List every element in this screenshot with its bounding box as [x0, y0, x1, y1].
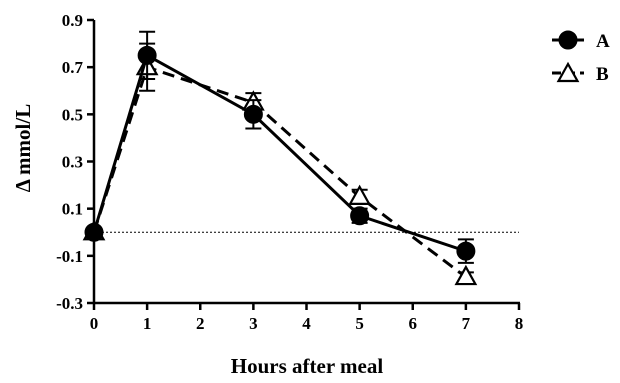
series-A: [84, 30, 476, 264]
x-ticks: 0 1 2 3 4 5 6 7 8: [90, 303, 524, 333]
legend-label: B: [596, 64, 609, 85]
point-marker-circle: [137, 45, 157, 65]
legend-item-B: B: [552, 61, 609, 85]
series-line: [92, 65, 467, 279]
point-marker-circle: [350, 206, 370, 226]
x-tick-label: 8: [515, 314, 524, 333]
x-tick-label: 6: [409, 314, 418, 333]
y-tick-label: 0.7: [62, 58, 84, 77]
x-axis-title: Hours after meal: [231, 354, 384, 378]
y-tick-label: -0.1: [56, 247, 83, 266]
point-marker-triangle: [556, 61, 580, 83]
point-marker-triangle: [348, 184, 371, 205]
point-marker-circle: [558, 30, 578, 50]
point-marker-triangle: [454, 264, 478, 286]
legend: AB: [552, 30, 610, 85]
legend-item-A: A: [552, 30, 610, 52]
y-tick-label: 0.5: [62, 105, 83, 124]
series-line: [92, 53, 467, 253]
x-tick-label: 0: [90, 314, 99, 333]
y-ticks: 0.9 0.7 0.5 0.3 0.1 -0.1 -0.3: [56, 11, 94, 313]
point-marker-circle: [243, 104, 263, 124]
x-tick-label: 1: [143, 314, 152, 333]
x-tick-label: 7: [462, 314, 471, 333]
x-tick-label: 2: [196, 314, 205, 333]
y-tick-label: 0.3: [62, 153, 83, 172]
y-tick-label: 0.9: [62, 11, 83, 30]
x-tick-label: 4: [302, 314, 311, 333]
legend-label: A: [596, 31, 610, 52]
x-tick-label: 3: [249, 314, 258, 333]
x-tick-label: 5: [355, 314, 364, 333]
y-tick-label: -0.3: [56, 294, 83, 313]
y-tick-label: 0.1: [62, 200, 83, 219]
series-layer: [82, 30, 478, 286]
y-axis-title: Δ mmol/L: [11, 104, 35, 192]
point-marker-circle: [456, 241, 476, 261]
